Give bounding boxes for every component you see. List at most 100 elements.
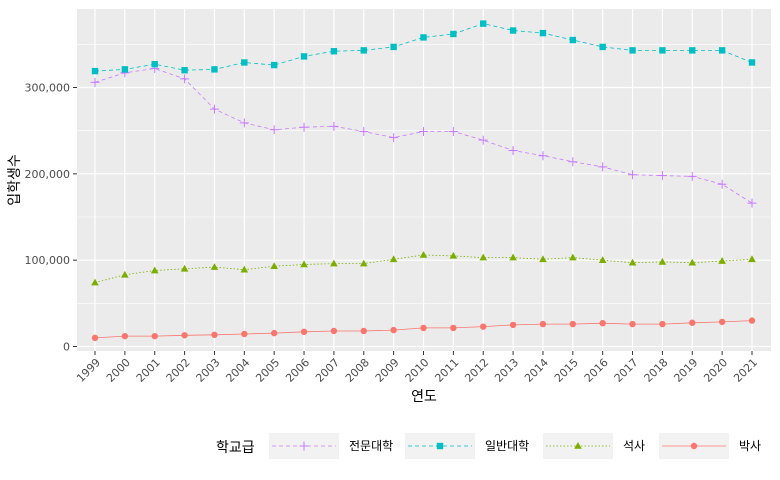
data-point xyxy=(689,47,696,54)
y-tick-label: 0 xyxy=(63,341,70,354)
legend-item: 석사 xyxy=(543,433,645,459)
data-point xyxy=(479,253,488,261)
x-tick-label: 2015 xyxy=(552,356,581,385)
legend-title: 학교급 xyxy=(216,440,255,456)
data-point xyxy=(509,253,517,261)
data-point xyxy=(360,47,367,54)
data-point xyxy=(687,171,697,181)
legend-key-marker xyxy=(436,442,444,450)
data-point xyxy=(359,127,369,137)
data-point xyxy=(718,47,726,54)
data-point xyxy=(91,278,99,286)
data-point xyxy=(150,266,159,274)
data-point xyxy=(599,43,606,51)
data-point xyxy=(240,265,249,273)
x-tick-label: 2014 xyxy=(522,356,551,385)
data-point xyxy=(419,250,428,258)
data-point xyxy=(448,127,458,137)
data-point xyxy=(330,259,338,267)
x-tick-label: 2002 xyxy=(164,356,193,385)
data-point xyxy=(389,133,399,143)
data-point xyxy=(211,66,218,73)
data-point xyxy=(151,332,158,340)
data-point xyxy=(359,259,368,267)
x-tick-label: 2017 xyxy=(612,356,641,385)
data-point xyxy=(300,53,308,60)
data-point xyxy=(569,320,577,328)
y-tick-label: 300,000 xyxy=(25,82,71,95)
x-tick-label: 2005 xyxy=(253,356,282,385)
data-point xyxy=(629,320,636,328)
data-point xyxy=(628,170,638,180)
data-point xyxy=(569,253,577,261)
x-tick-label: 2000 xyxy=(104,356,133,385)
series-1 xyxy=(90,64,757,208)
data-point xyxy=(270,262,278,270)
y-tick-label: 100,000 xyxy=(25,254,71,267)
x-tick-label: 2019 xyxy=(671,356,700,385)
x-tick-label: 2006 xyxy=(283,356,312,385)
data-point xyxy=(330,48,338,55)
data-point xyxy=(657,171,667,181)
data-point xyxy=(270,61,278,69)
data-point xyxy=(330,327,338,335)
x-tick-label: 2012 xyxy=(462,356,491,385)
data-point xyxy=(689,319,696,326)
series-3 xyxy=(91,250,756,286)
data-point xyxy=(181,67,188,74)
data-point xyxy=(538,151,548,161)
series-4 xyxy=(91,317,756,342)
legend-label: 일반대학 xyxy=(485,439,529,453)
legend: 학교급 전문대학 일반대학 석사 박사 xyxy=(216,433,761,459)
data-point xyxy=(329,121,339,131)
series-line xyxy=(94,254,753,283)
data-point xyxy=(90,77,100,87)
legend-key-marker xyxy=(299,441,309,451)
x-axis: 1999 2000 2001 2002 2003 2004 2005 2006 2007 2008… xyxy=(74,351,760,385)
data-point xyxy=(210,263,219,270)
data-point xyxy=(241,330,248,338)
data-point xyxy=(629,47,636,54)
data-point xyxy=(659,320,666,328)
x-tick-label: 2013 xyxy=(492,356,521,385)
data-point xyxy=(539,320,547,328)
data-point xyxy=(270,329,278,337)
data-point xyxy=(121,332,129,340)
data-point xyxy=(299,122,309,132)
data-point xyxy=(598,162,608,172)
data-point xyxy=(151,60,158,68)
data-point xyxy=(91,334,99,342)
data-point xyxy=(450,30,457,38)
legend-label: 전문대학 xyxy=(349,439,393,453)
data-point xyxy=(420,324,427,332)
data-point xyxy=(420,34,427,41)
legend-key-marker xyxy=(574,442,582,449)
x-tick-label: 2004 xyxy=(223,356,252,385)
x-axis-title: 연도 xyxy=(411,389,437,405)
data-point xyxy=(390,326,397,334)
x-tick-label: 1999 xyxy=(74,356,103,385)
series-2 xyxy=(91,20,756,75)
y-axis-title: 입학생수 xyxy=(7,154,23,206)
data-point xyxy=(688,258,697,266)
data-point xyxy=(599,319,606,327)
data-point xyxy=(269,125,279,135)
data-point xyxy=(300,260,308,268)
data-point xyxy=(598,256,607,263)
y-axis: 0 100,000 200,000 300,000 xyxy=(25,82,77,354)
data-point xyxy=(239,118,249,128)
data-point xyxy=(480,323,487,330)
data-point xyxy=(718,257,726,264)
x-tick-label: 2018 xyxy=(642,356,671,385)
legend-key-marker xyxy=(690,442,698,450)
data-point xyxy=(181,332,188,339)
data-point xyxy=(180,74,190,84)
x-tick-label: 2009 xyxy=(373,356,402,385)
data-point xyxy=(241,59,248,66)
major-gridlines xyxy=(77,9,771,351)
x-tick-label: 2003 xyxy=(194,356,223,385)
data-point xyxy=(360,327,367,335)
data-point xyxy=(568,157,578,167)
series-layer xyxy=(90,20,757,342)
